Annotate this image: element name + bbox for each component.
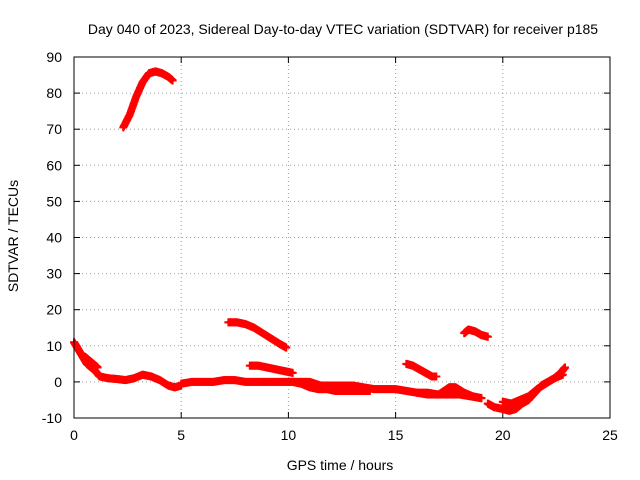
data-point [365,386,374,395]
series-arc-6 [245,361,297,377]
data-point [168,76,177,85]
plot-frame [73,56,611,419]
y-tick-label: 60 [46,157,62,173]
series-arc-1 [70,338,186,392]
data-point [282,343,291,352]
grid-layer [74,57,610,418]
data-point [477,394,486,403]
y-axis-label: SDTVAR / TECUs [5,180,21,292]
data-point [483,332,492,341]
y-tick-label: 70 [46,121,62,137]
y-tick-label: 90 [46,49,62,65]
data-point [432,372,441,381]
chart-title: Day 040 of 2023, Sidereal Day-to-day VTE… [88,21,598,37]
data-point [560,363,569,372]
series-arc-3 [119,67,177,132]
x-tick-label: 15 [388,427,404,443]
y-tick-label: 80 [46,85,62,101]
y-tick-label: 50 [46,193,62,209]
x-tick-label: 10 [281,427,297,443]
y-tick-label: 30 [46,266,62,282]
series-arc-10 [460,325,492,341]
data-points-layer [70,67,569,415]
y-tick-label: 10 [46,338,62,354]
series-arc-8 [402,359,441,381]
data-point [93,363,102,372]
x-tick-label: 5 [177,427,185,443]
y-tick-label: 20 [46,302,62,318]
data-point [558,370,567,379]
x-axis-label: GPS time / hours [287,457,394,473]
series-arc-7 [288,377,374,395]
data-point [288,368,297,377]
x-tick-label: 0 [70,427,78,443]
series-arc-11 [483,363,569,415]
series-arc-5 [224,318,291,352]
x-tick-label: 25 [602,427,618,443]
series-arc-9 [413,383,486,403]
series-arc-12 [498,370,567,408]
x-tick-label: 20 [495,427,511,443]
y-tick-label: -10 [42,410,62,426]
y-tick-label: 0 [54,374,62,390]
y-tick-label: 40 [46,230,62,246]
series-arc-2 [80,352,102,372]
